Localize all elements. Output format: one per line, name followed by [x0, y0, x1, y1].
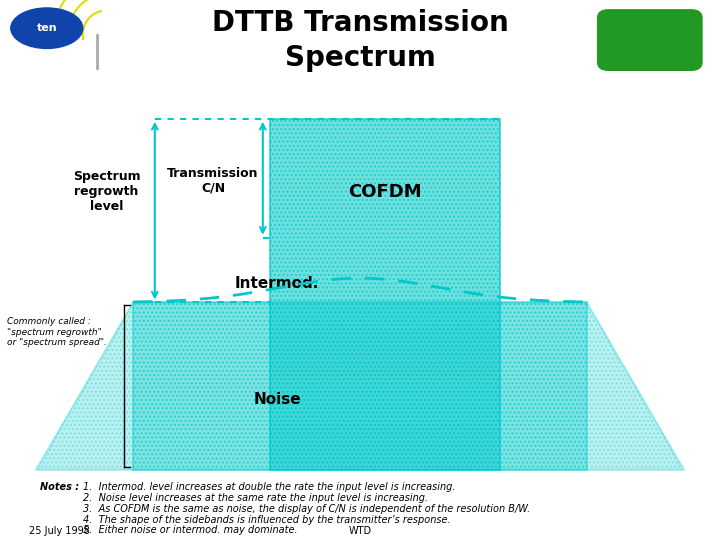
- Text: Notes :: Notes :: [40, 482, 78, 492]
- Text: 5.  Either noise or intermod. may dominate.: 5. Either noise or intermod. may dominat…: [83, 525, 297, 536]
- Text: Spectrum
regrowth
level: Spectrum regrowth level: [73, 170, 140, 213]
- Text: Noise: Noise: [253, 392, 301, 407]
- FancyBboxPatch shape: [598, 10, 702, 70]
- Text: Intermod.: Intermod.: [235, 276, 320, 291]
- Text: DTTB Transmission
Spectrum: DTTB Transmission Spectrum: [212, 9, 508, 72]
- Text: Commonly called :
"spectrum regrowth"
or "spectrum spread".: Commonly called : "spectrum regrowth" or…: [7, 317, 107, 347]
- Text: 1.  Intermod. level increases at double the rate the input level is increasing.: 1. Intermod. level increases at double t…: [83, 482, 455, 492]
- Text: 4.  The shape of the sidebands is influenced by the transmitter’s response.: 4. The shape of the sidebands is influen…: [83, 515, 451, 525]
- Text: Transmission
C/N: Transmission C/N: [167, 167, 259, 195]
- Text: 3.  As COFDM is the same as noise, the display of C/N is independent of the reso: 3. As COFDM is the same as noise, the di…: [83, 504, 530, 514]
- Polygon shape: [270, 119, 500, 470]
- Text: COFDM: COFDM: [348, 183, 422, 201]
- Ellipse shape: [11, 8, 83, 49]
- Text: 2.  Noise level increases at the same rate the input level is increasing.: 2. Noise level increases at the same rat…: [83, 493, 428, 503]
- Text: 25 July 1998: 25 July 1998: [29, 525, 90, 536]
- Text: WTD: WTD: [348, 525, 372, 536]
- Polygon shape: [36, 302, 684, 470]
- Polygon shape: [133, 302, 587, 470]
- Text: ten: ten: [37, 23, 57, 33]
